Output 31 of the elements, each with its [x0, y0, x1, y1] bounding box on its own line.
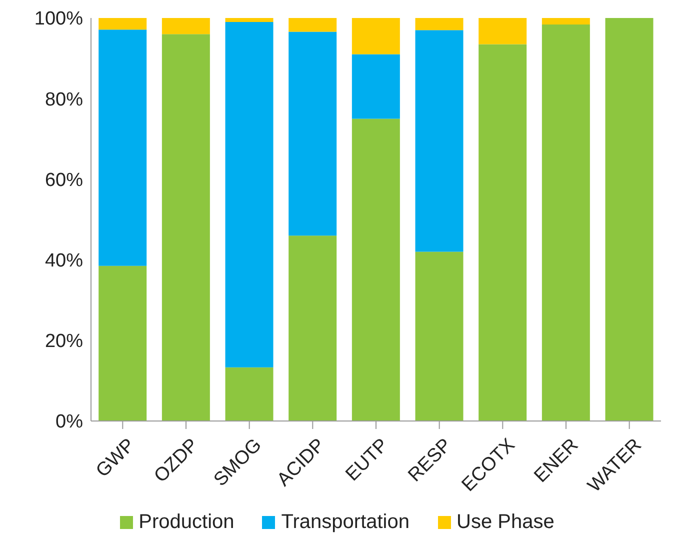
- bar: [98, 18, 147, 30]
- bar: [542, 18, 590, 24]
- legend-label: Transportation: [281, 511, 410, 534]
- bar: [162, 18, 210, 34]
- bar: [415, 18, 464, 30]
- legend-label: Use Phase: [456, 511, 554, 534]
- bar: [542, 24, 590, 421]
- bar: [605, 18, 654, 421]
- bar: [162, 34, 210, 421]
- bar: [478, 44, 527, 421]
- bar: [415, 30, 464, 252]
- bar: [352, 54, 400, 119]
- bar: [225, 22, 274, 368]
- y-tick-label: 80%: [44, 89, 84, 110]
- legend-label: Production: [138, 511, 234, 534]
- y-tick-label: 100%: [34, 8, 84, 30]
- bar: [225, 367, 274, 421]
- bar: [225, 18, 274, 22]
- bar: [352, 18, 400, 54]
- bar: [98, 266, 147, 421]
- y-tick-label: 40%: [44, 250, 84, 272]
- bar: [288, 32, 337, 236]
- y-tick-label: 60%: [44, 170, 84, 191]
- bar: [288, 236, 337, 421]
- y-tick-label: 0%: [56, 412, 84, 433]
- bar: [478, 18, 527, 44]
- bar: [288, 18, 337, 32]
- bar: [98, 30, 147, 266]
- bar: [352, 118, 400, 421]
- bar: [415, 252, 464, 421]
- y-tick-label: 20%: [44, 331, 84, 352]
